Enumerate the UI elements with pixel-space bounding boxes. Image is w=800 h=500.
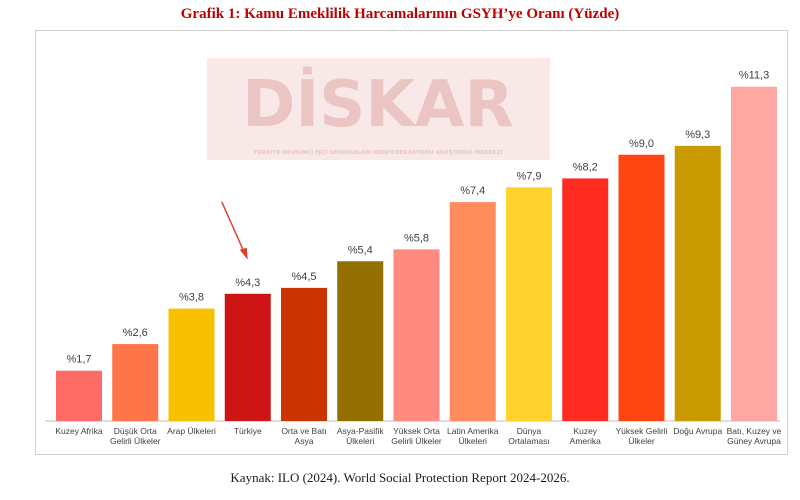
category-label-dünya-ortalaması-line-2: Ortalaması xyxy=(508,436,550,446)
highlight-arrow-head xyxy=(239,247,248,260)
category-label-asya-pasifik-ülkeleri-line-2: Ülkeleri xyxy=(346,436,374,446)
category-label-orta-ve-batı-asya-line-1: Orta ve Batı xyxy=(281,426,326,436)
value-labels-group: %1,7 %2,6 %3,8 %4,3 %4,5 %5,4 %5,8 %7,4 %7,9 %8,2… xyxy=(66,70,769,366)
category-label-asya-pasifik-ülkeleri-line-1: Asya-Pasifik xyxy=(337,426,385,436)
bar-düşük-orta-gelirli-ülkeler xyxy=(112,344,159,421)
source-caption: Kaynak: ILO (2024). World Social Protect… xyxy=(230,470,570,485)
category-label-yüksek-gelirli-ülkeler-line-2: Ülkeler xyxy=(628,436,655,446)
value-label-yüksek-gelirli-ülkeler: %9,0 xyxy=(629,138,654,150)
category-label-latin-amerika-ülkeleri-line-2: Ülkeleri xyxy=(459,436,487,446)
bar-orta-ve-batı-asya xyxy=(281,287,327,421)
bar-yüksek-gelirli-ülkeler xyxy=(618,154,665,421)
category-label-yüksek-orta-gelirli-ülkeler-line-2: Gelirli Ülkeler xyxy=(391,436,442,446)
watermark-logo: DİSKAR xyxy=(242,66,513,142)
bar-arap-ülkeleri xyxy=(168,308,215,421)
value-label-batı-kuzey-ve-güney-avrupa: %11,3 xyxy=(739,70,769,82)
bar-dünya-ortalaması xyxy=(506,187,552,421)
bar-batı-kuzey-ve-güney-avrupa xyxy=(731,86,777,421)
watermark-background xyxy=(207,58,550,160)
category-label-kuzey-amerika-line-1: Kuzey xyxy=(573,426,597,436)
bar-yüksek-orta-gelirli-ülkeler xyxy=(393,249,440,421)
category-label-latin-amerika-ülkeleri-line-1: Latin Amerika xyxy=(447,426,499,436)
value-label-yüksek-orta-gelirli-ülkeler: %5,8 xyxy=(404,232,429,244)
bar-türkiye xyxy=(224,293,271,421)
category-label-yüksek-gelirli-ülkeler-line-1: Yüksek Gelirli xyxy=(616,426,668,436)
category-label-arap-ülkeleri: Arap Ülkeleri xyxy=(167,426,216,436)
bar-asya-pasifik-ülkeleri xyxy=(337,261,384,421)
bar-latin-amerika-ülkeleri xyxy=(449,202,496,421)
category-label-türkiye: Türkiye xyxy=(234,426,262,436)
bar-doğu-avrupa xyxy=(674,145,721,421)
value-label-doğu-avrupa: %9,3 xyxy=(685,129,710,141)
value-label-orta-ve-batı-asya: %4,5 xyxy=(291,271,316,283)
category-label-kuzey-amerika-line-2: Amerika xyxy=(570,436,601,446)
value-label-asya-pasifik-ülkeleri: %5,4 xyxy=(348,244,373,256)
category-label-yüksek-orta-gelirli-ülkeler-line-1: Yüksek Orta xyxy=(393,426,440,436)
value-label-dünya-ortalaması: %7,9 xyxy=(516,170,541,182)
watermark-subtitle: TÜRKİYE DEVRİMCİ İŞÇİ SENDİKALARI KONFED… xyxy=(253,149,502,156)
value-label-düşük-orta-gelirli-ülkeler: %2,6 xyxy=(123,327,148,339)
value-label-kuzey-amerika: %8,2 xyxy=(573,161,598,173)
value-label-kuzey-afrika: %1,7 xyxy=(66,354,91,366)
bar-kuzey-amerika xyxy=(562,178,609,421)
category-label-düşük-orta-gelirli-ülkeler-line-2: Gelirli Ülkeler xyxy=(110,436,161,446)
category-label-düşük-orta-gelirli-ülkeler-line-1: Düşük Orta xyxy=(114,426,157,436)
value-label-arap-ülkeleri: %3,8 xyxy=(179,292,204,304)
category-label-orta-ve-batı-asya-line-2: Asya xyxy=(295,436,314,446)
category-label-kuzey-afrika: Kuzey Afrika xyxy=(55,426,103,436)
bars-group xyxy=(56,86,777,421)
value-label-türkiye: %4,3 xyxy=(235,277,260,289)
category-label-batı-kuzey-ve-güney-avrupa-line-1: Batı, Kuzey ve xyxy=(727,426,782,436)
watermark: DİSKAR TÜRKİYE DEVRİMCİ İŞÇİ SENDİKALARI… xyxy=(207,58,550,160)
category-label-batı-kuzey-ve-güney-avrupa-line-2: Güney Avrupa xyxy=(727,436,781,446)
chart-frame xyxy=(35,30,788,455)
category-label-dünya-ortalaması-line-1: Dünya xyxy=(517,426,542,436)
highlight-annotation xyxy=(221,201,248,260)
highlight-arrow-shaft xyxy=(221,201,247,257)
bar-kuzey-afrika xyxy=(56,370,102,421)
category-label-doğu-avrupa: Doğu Avrupa xyxy=(673,426,722,436)
chart-title: Grafik 1: Kamu Emeklilik Harcamalarının … xyxy=(180,6,620,22)
value-label-latin-amerika-ülkeleri: %7,4 xyxy=(460,185,485,197)
